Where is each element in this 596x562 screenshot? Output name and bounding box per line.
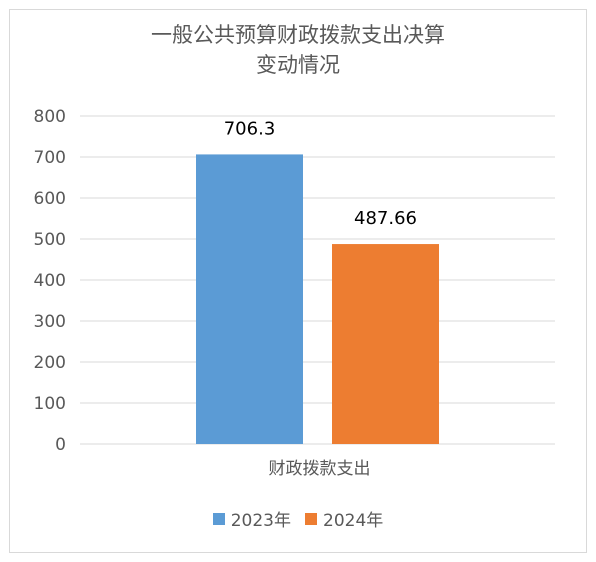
- y-tick-label: 500: [34, 230, 66, 250]
- bar-value-label: 487.66: [354, 208, 417, 229]
- x-axis-ticks: 财政拨款支出: [269, 459, 371, 479]
- y-axis-ticks: 0 100 200 300 400 500 600 700 800: [34, 107, 66, 455]
- y-tick-label: 100: [34, 394, 66, 414]
- bar-2023年: [196, 154, 303, 445]
- y-tick-label: 300: [34, 312, 66, 332]
- x-tick-label: 财政拨款支出: [269, 459, 371, 479]
- y-tick-label: 800: [34, 107, 66, 127]
- bar-value-labels: 706.3 487.66: [224, 118, 417, 229]
- bars: [196, 154, 439, 445]
- y-tick-label: 700: [34, 148, 66, 168]
- chart-title-line-2: 变动情况: [256, 53, 340, 77]
- y-tick-label: 200: [34, 353, 66, 373]
- y-tick-label: 0: [55, 435, 66, 455]
- bar-value-label: 706.3: [224, 118, 276, 139]
- legend-label-2023: 2023年: [230, 511, 291, 531]
- legend-item-2024: 2024年: [305, 506, 383, 531]
- legend: 2023年 2024年: [0, 506, 596, 531]
- chart-title-line-1: 一般公共预算财政拨款支出决算: [151, 23, 445, 47]
- chart-title: 一般公共预算财政拨款支出决算 变动情况: [0, 20, 596, 80]
- y-tick-label: 600: [34, 189, 66, 209]
- y-tick-label: 400: [34, 271, 66, 291]
- legend-item-2023: 2023年: [212, 506, 291, 531]
- legend-label-2024: 2024年: [323, 511, 384, 531]
- gridlines: [80, 115, 555, 445]
- legend-swatch-2023: [212, 512, 225, 525]
- bar-2024年: [332, 244, 439, 444]
- legend-swatch-2024: [305, 512, 317, 525]
